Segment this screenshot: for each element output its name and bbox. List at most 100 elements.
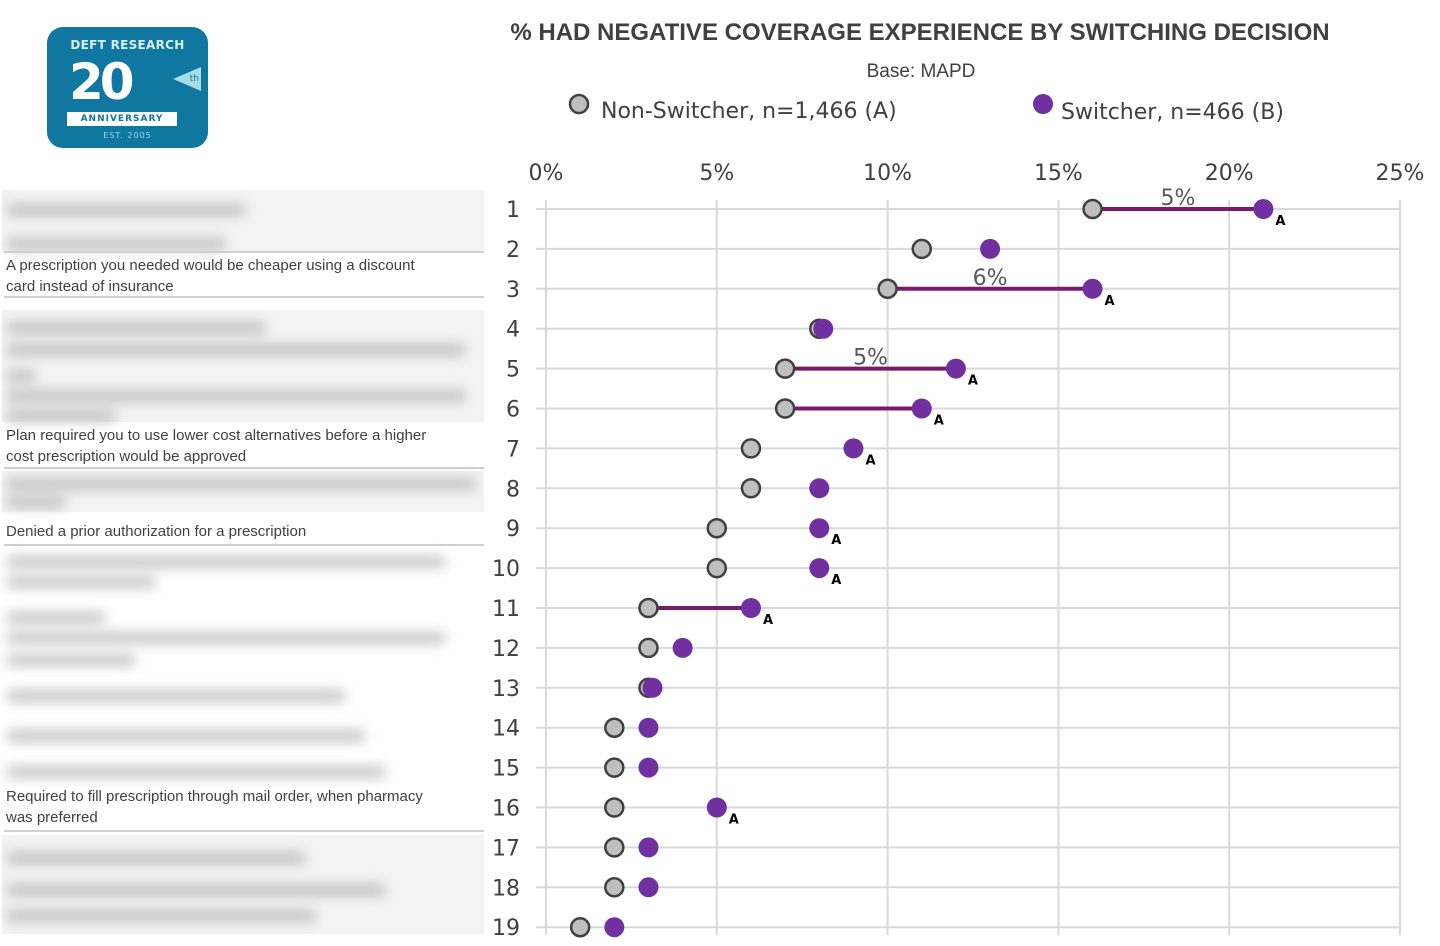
redacted-label: [6, 852, 306, 864]
category-label: 9: [506, 517, 520, 542]
category-label: 19: [492, 916, 520, 941]
divider: [4, 467, 484, 469]
category-label: 17: [492, 836, 520, 861]
redacted-label: [6, 690, 346, 702]
point-non-switcher: [911, 238, 933, 260]
point-switcher: [1253, 199, 1274, 219]
divider: [4, 830, 484, 832]
point-non-switcher: [604, 757, 625, 778]
x-tick-label: 0%: [529, 161, 564, 186]
significance-marker: A: [865, 453, 875, 468]
logo-text: DEFT RESEARCH: [70, 38, 185, 52]
redacted-label: [6, 556, 446, 568]
significance-marker: A: [831, 573, 841, 588]
redacted-label: [6, 884, 386, 896]
x-tick-label: 5%: [699, 161, 734, 186]
row-label-16: Required to fill prescription through ma…: [6, 788, 423, 826]
redacted-label: [6, 632, 446, 644]
category-label: 6: [506, 398, 520, 423]
gap-label: 6%: [973, 266, 1008, 291]
redacted-label: [6, 238, 226, 250]
row-label-3: A prescription you needed would be cheap…: [6, 257, 415, 295]
divider: [4, 296, 484, 298]
significance-marker: A: [1105, 294, 1115, 309]
redacted-label: [6, 478, 476, 490]
significance-marker: A: [968, 374, 978, 389]
chart-subtitle: Base: MAPD: [867, 61, 976, 82]
category-label: 7: [506, 437, 520, 462]
redacted-label: [6, 390, 466, 402]
redacted-label: [6, 730, 366, 742]
point-switcher: [740, 598, 761, 618]
category-label: 5: [506, 358, 520, 383]
legend: Non-Switcher, n=1,466 (A) Switcher, n=46…: [568, 93, 1284, 125]
redacted-label: [6, 612, 106, 624]
point-non-switcher: [774, 358, 796, 379]
category-label: 8: [506, 477, 520, 502]
redacted-label: [6, 910, 316, 922]
point-non-switcher: [877, 278, 898, 300]
x-tick-label: 10%: [863, 161, 912, 186]
x-tick-label: 25%: [1376, 161, 1425, 186]
point-non-switcher: [706, 517, 728, 539]
gap-label: 5%: [853, 346, 888, 371]
legend-label-non-switcher: Non-Switcher, n=1,466 (A): [601, 99, 897, 124]
logo-number: 20: [69, 53, 135, 111]
point-switcher: [604, 917, 625, 938]
point-non-switcher: [604, 837, 625, 858]
category-label: 4: [506, 318, 520, 343]
point-switcher: [638, 837, 659, 858]
point-non-switcher: [604, 717, 625, 738]
category-label: 11: [492, 597, 520, 622]
point-non-switcher: [706, 557, 728, 579]
point-switcher: [706, 797, 727, 818]
divider: [4, 251, 484, 253]
logo-band: ANNIVERSARY: [67, 112, 177, 126]
redacted-label: [6, 766, 386, 778]
category-label: 13: [492, 677, 520, 702]
point-non-switcher: [638, 597, 659, 619]
redacted-label: [6, 322, 266, 334]
redacted-label-block: [2, 471, 484, 512]
point-non-switcher: [604, 797, 625, 818]
point-non-switcher: [1082, 198, 1103, 220]
category-label: 18: [492, 876, 520, 901]
point-switcher: [642, 677, 663, 698]
legend-marker-switcher: [1033, 94, 1053, 114]
significance-marker: A: [763, 613, 773, 628]
legend-marker-non-switcher: [568, 93, 590, 115]
point-switcher: [809, 518, 830, 539]
deft-research-logo: DEFT RESEARCH 20 th ANNIVERSARY EST. 200…: [47, 27, 208, 148]
x-tick-label: 15%: [1034, 161, 1083, 186]
point-non-switcher: [604, 877, 625, 898]
redacted-label: [6, 344, 466, 356]
point-switcher: [809, 558, 830, 579]
category-label: 3: [506, 278, 520, 303]
point-switcher: [638, 717, 659, 738]
legend-label-switcher: Switcher, n=466 (B): [1061, 100, 1284, 125]
point-non-switcher: [638, 637, 659, 659]
redacted-label: [6, 654, 136, 666]
point-switcher: [638, 877, 659, 898]
category-label: 12: [492, 637, 520, 662]
point-switcher: [945, 358, 966, 379]
row-label-7: Plan required you to use lower cost alte…: [6, 427, 427, 465]
redacted-label: [6, 576, 156, 588]
redacted-label: [6, 370, 36, 382]
point-switcher: [1082, 278, 1103, 299]
significance-marker: A: [1275, 214, 1285, 229]
chart-title: % HAD NEGATIVE COVERAGE EXPERIENCE BY SW…: [510, 19, 1329, 46]
category-label: 15: [492, 757, 520, 782]
redacted-label: [6, 204, 246, 216]
significance-marker: A: [934, 414, 944, 429]
point-switcher: [672, 637, 693, 658]
point-switcher: [638, 757, 659, 778]
divider: [4, 544, 484, 546]
redacted-label: [6, 410, 116, 422]
point-switcher: [809, 478, 830, 499]
logo-est: EST. 2005: [103, 131, 152, 140]
point-switcher: [843, 438, 864, 459]
point-non-switcher: [569, 916, 591, 938]
significance-marker: A: [729, 813, 739, 828]
